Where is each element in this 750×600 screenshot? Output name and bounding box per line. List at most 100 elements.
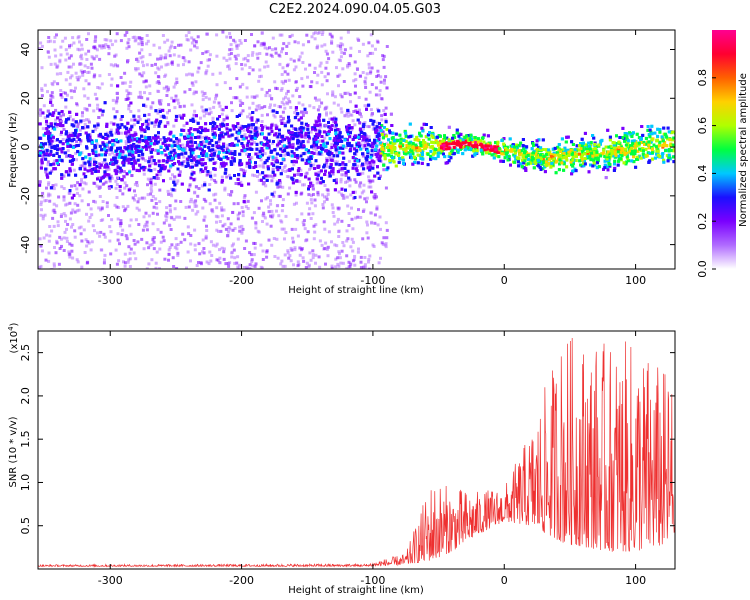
spectrogram-cell <box>48 225 52 228</box>
spectrogram-cell <box>382 236 386 240</box>
spectrogram-cell <box>84 52 88 56</box>
spectrogram-cell <box>80 199 84 203</box>
spectrogram-cell <box>298 246 302 250</box>
spectrogram-cell <box>62 212 66 216</box>
spectrogram-cell <box>354 216 358 220</box>
spectrogram-cell <box>113 153 117 157</box>
spectrogram-cell <box>143 122 146 126</box>
spectrogram-cell <box>92 199 96 203</box>
spectrogram-cell <box>161 34 165 37</box>
spectrogram-cell <box>365 124 369 128</box>
spectrogram-cell <box>100 46 104 50</box>
spectrogram-cell <box>197 261 200 264</box>
spectrogram-cell <box>93 39 97 43</box>
spectrogram-cell <box>115 32 119 36</box>
spectrogram-cell <box>118 242 121 246</box>
spectrogram-cell <box>85 244 89 248</box>
spectrogram-cell <box>63 230 67 234</box>
spectrogram-cell <box>145 63 149 67</box>
spectrogram-cell <box>192 92 196 96</box>
spectrogram-cell <box>75 258 79 262</box>
spectrogram-cell <box>307 193 311 197</box>
spectrogram-cell <box>349 245 353 249</box>
spectrogram-cell <box>347 260 351 264</box>
spectrogram-cell <box>215 206 219 210</box>
spectrogram-cell <box>78 40 81 44</box>
spectrogram-cell <box>211 72 215 76</box>
spectrogram-cell <box>121 192 125 196</box>
spectrogram-cell <box>178 215 182 219</box>
spectrogram-cell <box>136 67 140 71</box>
spectrogram-cell <box>245 86 249 90</box>
spectrogram-cell <box>294 88 298 92</box>
spectrogram-cell <box>101 182 105 186</box>
spectrogram-cell <box>98 86 102 90</box>
spectrogram-cell <box>379 80 383 84</box>
spectrogram-cell <box>336 262 340 266</box>
spectrogram-cell <box>320 152 324 156</box>
spectrogram-cell <box>326 92 329 96</box>
spectrogram-cell <box>220 175 224 179</box>
spectrogram-cell <box>316 152 320 156</box>
spectrogram-cell <box>243 39 247 42</box>
spectrogram-cell <box>256 229 260 233</box>
spectrogram-cell <box>370 221 373 225</box>
spectrogram-cell <box>281 169 285 172</box>
spectrogram-cell <box>245 267 249 269</box>
spectrogram-cell <box>75 140 78 144</box>
spectrogram-cell <box>285 64 289 68</box>
spectrogram-cell <box>259 74 263 78</box>
spectrogram-cell <box>260 120 264 123</box>
spectrogram-cell <box>327 230 331 234</box>
spectrogram-cell <box>566 135 570 139</box>
spectrogram-cell <box>172 85 176 89</box>
spectrogram-cell <box>367 66 371 70</box>
spectrogram-cell <box>247 139 251 143</box>
spectrogram-cell <box>70 225 73 229</box>
spectrogram-cell <box>382 54 386 58</box>
spectrogram-cell <box>382 109 386 112</box>
spectrogram-cell <box>363 80 367 84</box>
spectrogram-cell <box>325 52 329 56</box>
spectrogram-cell <box>276 185 280 189</box>
spectrogram-cell <box>296 260 300 264</box>
spectrogram-cell <box>346 237 350 241</box>
spectrogram-cell <box>189 48 193 52</box>
spectrogram-cell <box>269 199 272 203</box>
spectrogram-cell <box>374 146 378 150</box>
spectrogram-cell <box>367 125 371 129</box>
spectrogram-cell <box>315 81 319 85</box>
spectrogram-cell <box>268 46 271 50</box>
spectrogram-cell <box>68 44 71 48</box>
spectrogram-cell <box>229 135 232 139</box>
spectrogram-cell <box>154 62 157 66</box>
spectrogram-cell <box>165 89 169 93</box>
spectrogram-cell <box>603 159 607 163</box>
spectrogram-cell <box>232 242 235 246</box>
spectrogram-cell <box>351 119 355 123</box>
spectrogram-cell <box>79 139 83 143</box>
spectrogram-cell <box>292 263 295 267</box>
spectrogram-cell <box>218 104 222 108</box>
spectrogram-cell <box>92 181 96 185</box>
spectrogram-cell <box>280 100 284 104</box>
spectrogram-cell <box>330 143 334 146</box>
spectrogram-cell <box>46 194 50 198</box>
spectrogram-cell <box>305 261 309 265</box>
spectrogram-cell <box>197 187 201 190</box>
spectrogram-cell <box>537 145 540 149</box>
spectrogram-cell <box>158 46 162 50</box>
spectrogram-cell <box>191 208 195 212</box>
spectrogram-cell <box>277 214 281 218</box>
spectrogram-cell <box>260 87 264 91</box>
spectrogram-cell <box>65 236 69 240</box>
spectrogram-cell <box>258 172 262 176</box>
spectrogram-cell <box>84 79 88 83</box>
spectrogram-cell <box>251 101 255 105</box>
spectrogram-cell <box>77 226 81 230</box>
spectrogram-cell <box>359 216 363 219</box>
spectrogram-cell <box>345 254 349 258</box>
spectrogram-cell <box>364 97 368 101</box>
spectrogram-cell <box>154 148 158 152</box>
spectrogram-cell <box>250 126 254 130</box>
